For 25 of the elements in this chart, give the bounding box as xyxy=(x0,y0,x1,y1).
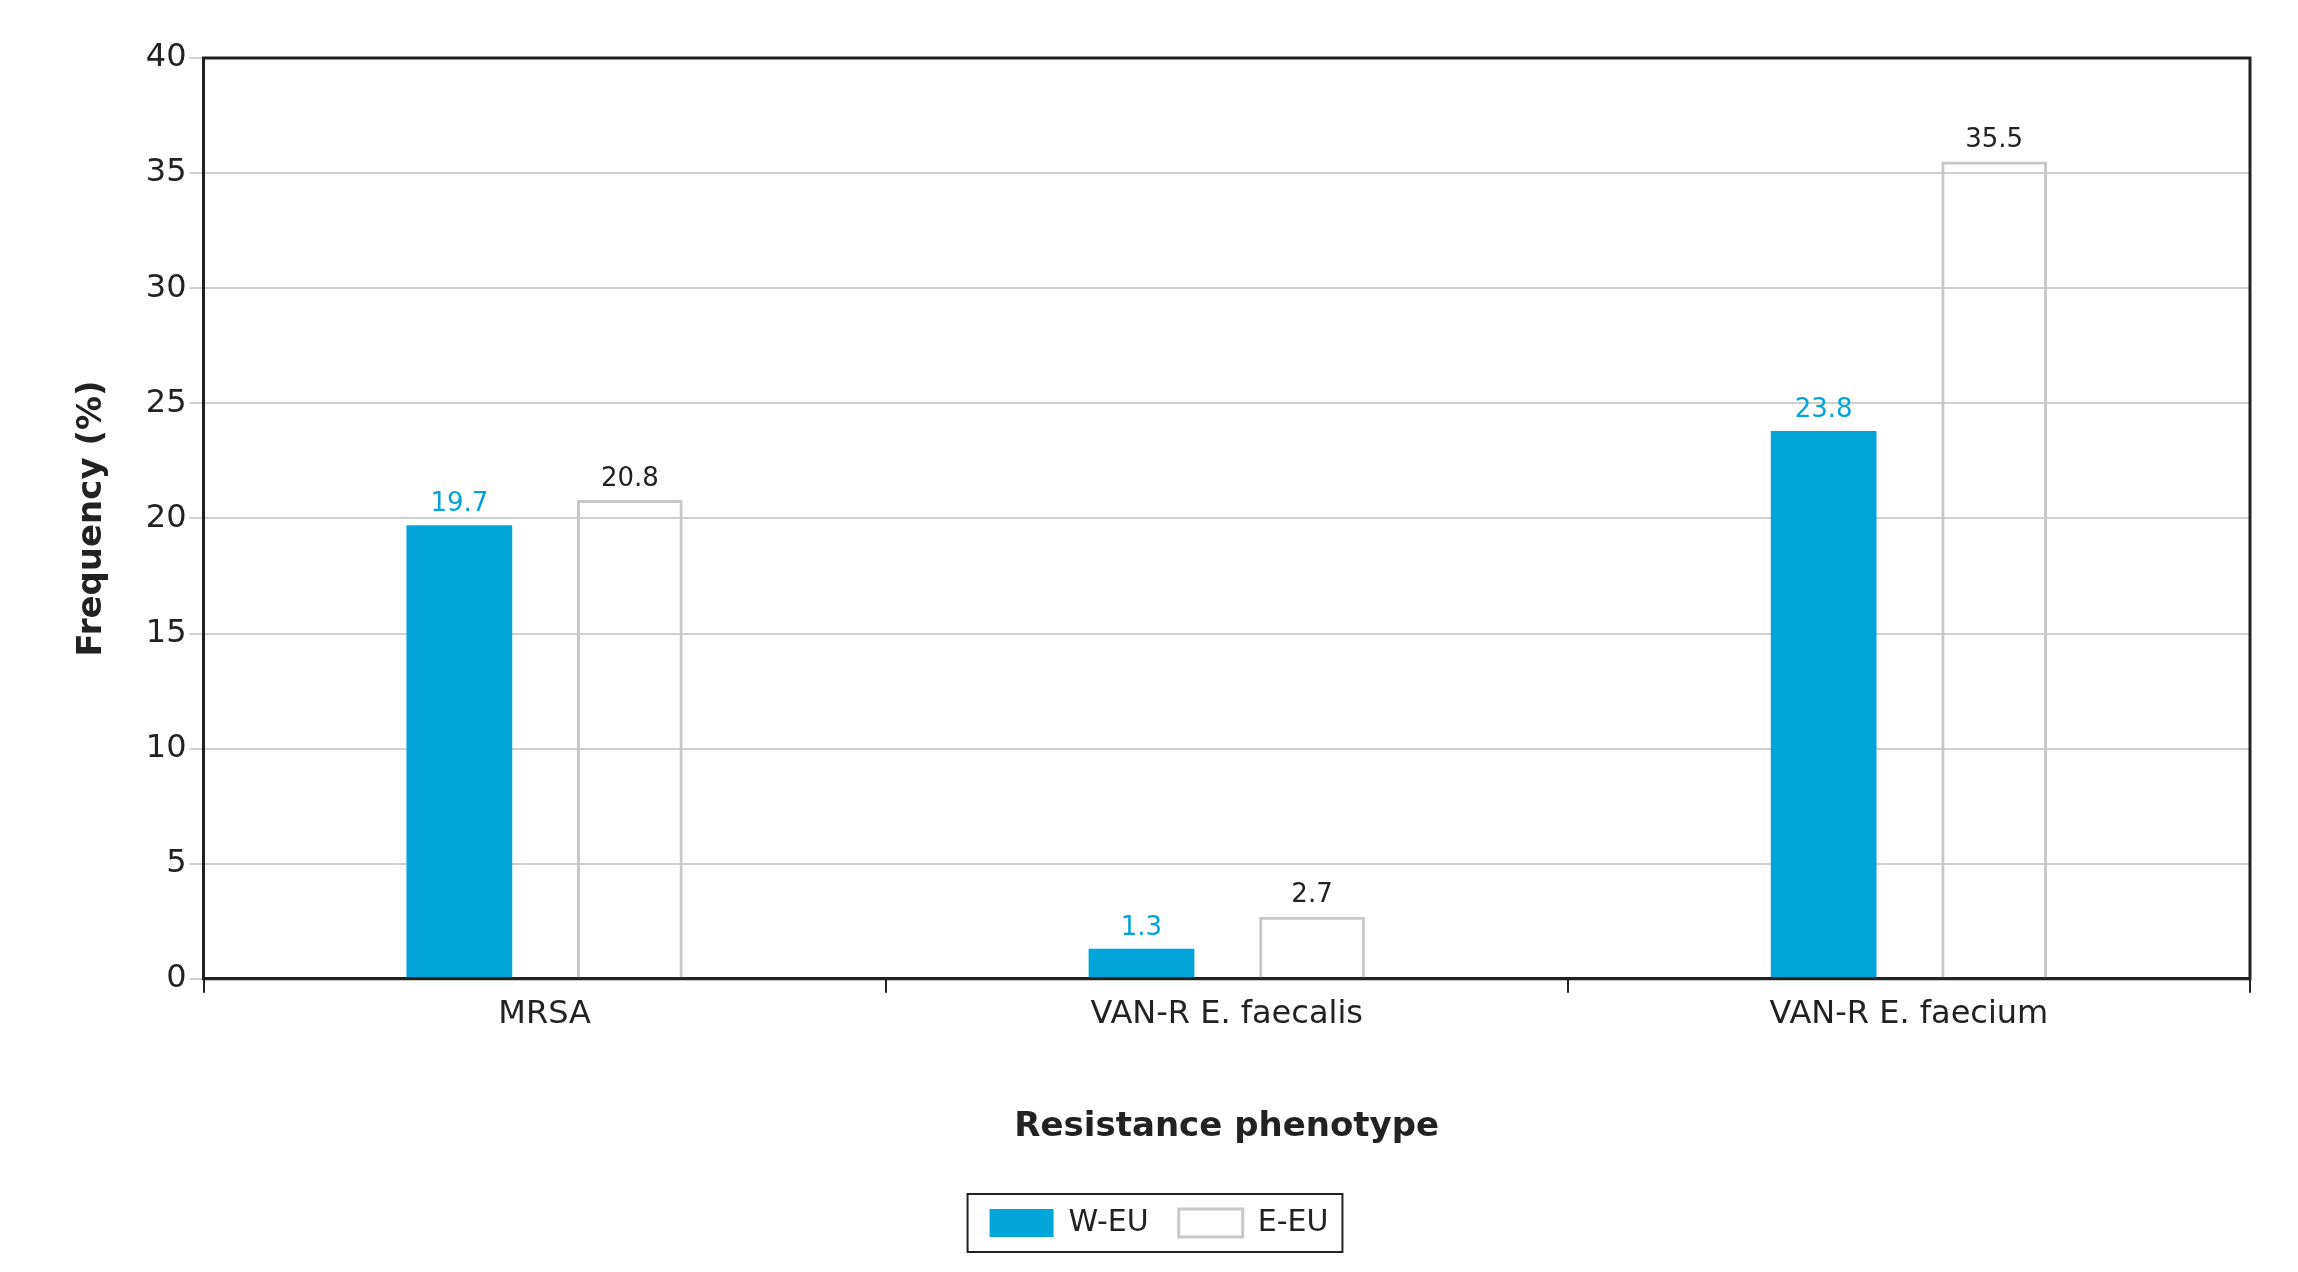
x-tick-label: VAN-R E. faecium xyxy=(1769,993,2049,1032)
x-axis-title: Resistance phenotype xyxy=(1014,1104,1440,1145)
x-tick-label: VAN-R E. faecalis xyxy=(1090,993,1363,1032)
y-axis-title: Frequency (%) xyxy=(69,380,110,657)
bar xyxy=(1088,948,1195,978)
legend-label: W-EU xyxy=(1068,1202,1149,1238)
legend-label: E-EU xyxy=(1257,1202,1329,1238)
y-tick-label: 30 xyxy=(145,266,187,305)
data-label: 35.5 xyxy=(1965,123,2024,154)
bar xyxy=(1770,430,1877,978)
data-label: 23.8 xyxy=(1794,392,1853,423)
y-tick-label: 25 xyxy=(145,381,187,420)
data-label: 19.7 xyxy=(430,487,489,518)
data-label: 1.3 xyxy=(1120,910,1163,941)
y-tick-label: 35 xyxy=(145,151,187,190)
y-tick-label: 10 xyxy=(145,726,187,765)
data-label: 2.7 xyxy=(1291,878,1333,909)
bar xyxy=(406,525,513,978)
y-tick-label: 40 xyxy=(145,36,187,75)
data-label: 20.8 xyxy=(600,461,659,492)
y-tick-label: 0 xyxy=(166,957,187,996)
y-tick-label: 15 xyxy=(145,611,187,650)
x-tick-label: MRSA xyxy=(498,993,592,1032)
y-tick-label: 5 xyxy=(166,842,187,881)
y-tick-label: 20 xyxy=(145,496,187,535)
